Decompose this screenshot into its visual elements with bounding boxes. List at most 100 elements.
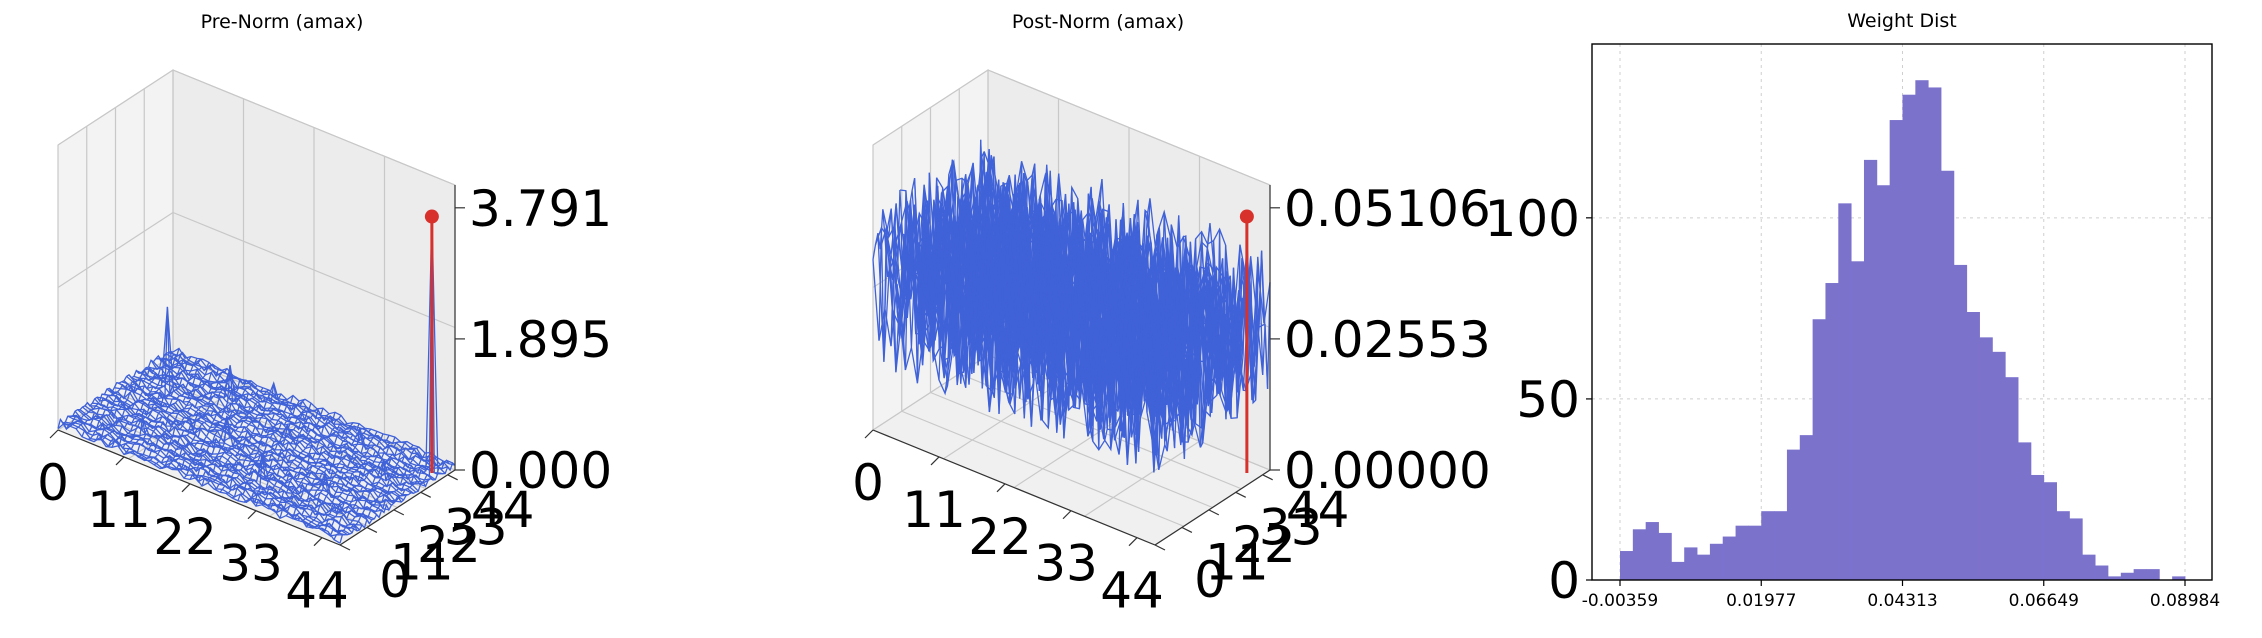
y-tick [1154,544,1166,551]
histogram-bar [1671,561,1685,580]
surface-line [172,347,456,466]
histogram-bar [1876,185,1891,581]
x-tick-label: 0.06649 [2009,591,2079,611]
x-axis-line [57,429,341,546]
y-tick-label: 0 [1194,551,1226,609]
histogram-bar [2043,482,2057,580]
histogram-bar [1902,94,1916,581]
z-tick-label: 1.895 [469,311,612,369]
grid-line [1084,440,1200,517]
surface-line [63,348,180,431]
x-tick [996,483,1006,493]
surface-line [975,156,1259,393]
x-tick-label: -0.00359 [1582,591,1658,611]
x-tick-label: 22 [968,508,1032,566]
surface-line [62,422,346,536]
z-tick-label: 0.00000 [1284,442,1491,500]
x-tick [181,483,191,493]
x-tick [930,456,940,466]
x-tick-label: 0 [37,454,69,512]
surface-line [145,365,429,485]
histogram-bar [2133,569,2147,580]
y-axis-line [1154,469,1271,546]
histogram-bar [1722,536,1736,580]
histogram-bar [2069,518,2083,580]
chart-title: Post-Norm (amax) [1012,11,1184,33]
y-tick-label: 44 [1286,481,1350,539]
surface-panel-0: Pre-Norm (amax)0 11 22 33 44 0112233440.0001.… [37,11,612,620]
histogram-bar [1851,261,1865,580]
x-tick [115,456,125,466]
histogram-bar [1966,312,1980,580]
surface-line [143,367,426,487]
y-tick [1262,474,1273,481]
surface-line [982,149,1266,403]
y-tick [339,544,351,551]
histogram-bar [1825,283,1839,580]
x-tick-label: 33 [219,535,283,593]
surface-line [121,381,404,501]
y-axis-line [339,469,456,546]
histogram-bar [1812,319,1826,580]
histogram-bar [1786,449,1801,580]
grid-line [872,69,989,146]
surface-line [59,419,343,537]
surface-line [104,393,387,506]
histogram-bar [1979,337,1993,580]
y-tick [420,491,432,498]
y-tick-label: 44 [471,481,535,539]
x-tick-label: 11 [902,481,966,539]
surface-line [987,156,1271,401]
x-tick [247,510,257,520]
grid-line [172,211,456,329]
x-tick [49,429,59,439]
x-tick-label: 0.08984 [2150,591,2220,611]
y-tick-label: 50 [1516,371,1580,429]
histogram-panel: Weight Dist -0.00359 0.01977 0.04313 0.06649… [1485,10,2221,611]
peak-marker [424,209,439,224]
x-tick-label: 33 [1034,535,1098,593]
histogram-bar [2018,442,2032,580]
x-tick [313,537,323,547]
surface-line [170,351,453,466]
histogram-bar [2005,377,2019,580]
histogram-bar [1992,351,2006,580]
histogram-bar [1645,522,1659,580]
grid-line [57,211,174,289]
histogram-bar [2030,474,2045,580]
histogram-bar [2120,572,2135,580]
histogram-bar [1953,264,1968,580]
histogram-bar [2146,569,2160,580]
histogram-bar [1632,529,1647,580]
x-tick-label: 44 [1100,562,1164,620]
histogram-bar [1709,543,1724,580]
surface-line [138,370,421,485]
y-tick-label: 33 [444,498,508,556]
histogram-bar [1748,525,1762,580]
surface-line [984,161,1269,401]
x-tick-label: 22 [153,508,217,566]
histogram-bar [1838,203,1852,580]
x-tick-label: 0 [852,454,884,512]
surface-line [157,355,441,474]
grid-line [930,391,1213,509]
surface-line [118,382,402,503]
histogram-bar [1684,547,1698,580]
z-tick-label: 0.000 [469,442,612,500]
surface-line [167,351,451,471]
surface-line [136,370,419,492]
surface-panel-1: Post-Norm (amax)0 11 22 33 44 0112233440.0000… [852,11,1491,620]
y-tick-label: 11 [1205,533,1269,591]
x-tick [1128,537,1138,547]
surface-line [99,399,382,513]
surface-line [89,405,373,521]
histogram-bar [1620,551,1634,580]
histogram-bar [2082,554,2096,580]
z-tick-label: 0.02553 [1284,311,1491,369]
surface-line [86,402,370,524]
x-tick [864,429,874,439]
z-tick-label: 3.791 [469,180,612,238]
histogram-bar [1889,120,1903,581]
surface-wireframe [872,139,1271,473]
surface-line [162,356,446,474]
